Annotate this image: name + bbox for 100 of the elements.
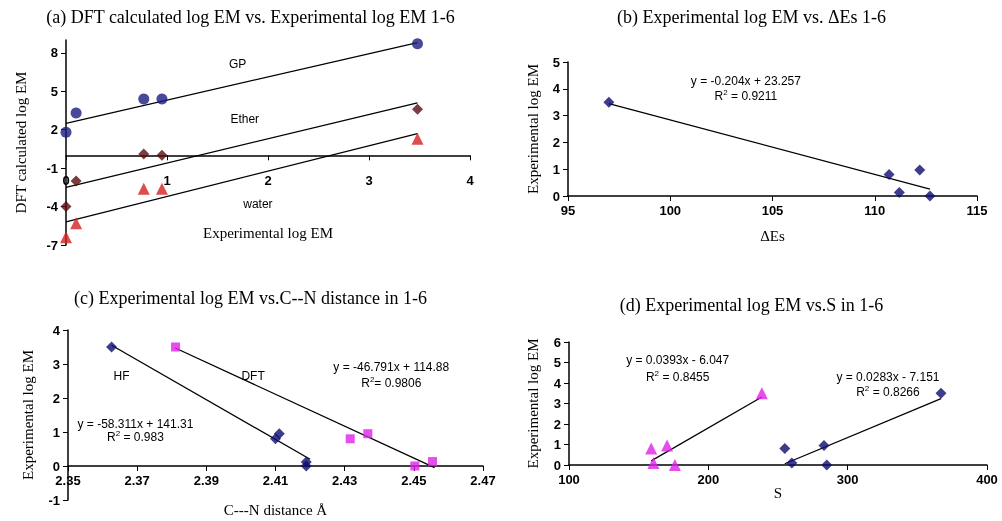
point — [70, 107, 82, 119]
point — [821, 459, 833, 471]
point — [779, 443, 791, 455]
annotation: y = -0.204x + 23.257 — [690, 73, 802, 88]
x-tick-label: 100 — [558, 472, 580, 487]
point — [60, 231, 72, 244]
point — [411, 38, 423, 50]
x-tick-label: 2.37 — [124, 473, 150, 488]
x-tick-label: 4 — [466, 173, 475, 189]
point — [345, 434, 355, 444]
point — [411, 132, 424, 145]
chart-title: (b) Experimental log EM vs. ΔEs 1-6 — [616, 7, 887, 28]
x-tick-label: 300 — [836, 472, 859, 487]
y-tick-label: 4 — [553, 375, 562, 391]
point — [647, 456, 660, 469]
y-tick-label: 2 — [553, 416, 561, 432]
x-tick-label: 105 — [761, 203, 784, 218]
x-tick-label: 2.41 — [262, 473, 289, 488]
y-tick-label: 3 — [52, 356, 60, 372]
x-axis-title: C---N distance Å — [223, 501, 328, 518]
point — [935, 387, 947, 399]
point — [893, 187, 905, 199]
point — [645, 442, 658, 455]
y-tick-label: 2 — [50, 122, 58, 138]
y-tick-label: 1 — [553, 437, 561, 452]
point — [363, 429, 373, 439]
chart-title: (d) Experimental log EM vs.S in 1-6 — [619, 295, 884, 316]
x-tick-label: 200 — [697, 472, 720, 487]
x-axis-title: Experimental log EM — [203, 224, 333, 241]
x-tick-label: 95 — [560, 203, 576, 218]
chart-title: (a) DFT calculated log EM vs. Experimental log EM 1-6 — [46, 7, 455, 28]
point — [156, 93, 168, 105]
y-tick-label: 2 — [52, 390, 60, 406]
annotation: y = -58.311x + 141.31 — [77, 416, 194, 431]
point — [668, 459, 681, 471]
x-tick-label: 110 — [864, 203, 886, 218]
y-tick-label: 5 — [50, 83, 58, 99]
point — [411, 103, 423, 115]
point — [428, 457, 438, 467]
point — [171, 342, 181, 352]
y-tick-label: 1 — [52, 424, 60, 440]
y-tick-label: 8 — [50, 45, 58, 61]
point — [106, 341, 118, 353]
point — [786, 457, 798, 469]
x-tick-label: 1 — [163, 173, 171, 189]
y-tick-label: 4 — [52, 322, 61, 338]
y-tick-label: 2 — [552, 134, 560, 150]
point — [138, 148, 150, 160]
point — [661, 439, 674, 452]
y-tick-label: 0 — [552, 188, 560, 204]
y-tick-label: 6 — [553, 334, 561, 350]
y-tick-label: 0 — [553, 457, 561, 473]
point — [60, 201, 72, 213]
y-tick-label: -7 — [46, 237, 58, 253]
point — [410, 461, 420, 471]
y-tick-label: 3 — [552, 108, 560, 124]
y-tick-label: 3 — [553, 396, 561, 411]
point — [914, 164, 926, 176]
annotation: y = 0.0283x - 7.151 — [836, 369, 940, 384]
point — [60, 126, 72, 138]
y-tick-label: 1 — [552, 161, 560, 177]
x-tick-label: 115 — [966, 203, 988, 218]
y-axis-title: DFT calculated log EM — [12, 71, 29, 214]
point — [70, 217, 83, 230]
x-tick-label: 2.39 — [193, 473, 219, 488]
point — [300, 460, 312, 472]
point — [156, 149, 168, 161]
y-tick-label: -1 — [46, 160, 58, 176]
y-tick-label: 5 — [553, 355, 561, 370]
x-tick-label: 2 — [264, 173, 272, 189]
x-tick-label: 2.45 — [401, 473, 427, 488]
point — [273, 428, 285, 440]
point — [818, 440, 830, 452]
x-tick-label: 100 — [659, 203, 682, 218]
annotation: water — [242, 197, 273, 211]
x-tick-label: 2.47 — [470, 473, 496, 488]
x-tick-label: 3 — [365, 173, 373, 189]
x-tick-label: 400 — [976, 472, 998, 487]
y-axis-title: Experimental log EM — [524, 64, 541, 194]
y-tick-label: 5 — [552, 54, 560, 70]
x-axis-title: S — [773, 484, 783, 501]
point — [755, 387, 768, 400]
y-axis-title: Experimental log EM — [19, 350, 36, 480]
y-tick-label: -4 — [46, 199, 59, 215]
point — [70, 175, 82, 187]
annotation: DFT — [241, 368, 266, 383]
x-axis-title: ΔEs — [760, 227, 785, 244]
annotation: HF — [113, 368, 130, 383]
annotation: y = -46.791x + 114.88 — [333, 360, 450, 375]
y-tick-label: 4 — [552, 81, 561, 97]
point — [924, 190, 936, 202]
y-axis-title: Experimental log EM — [524, 338, 541, 469]
point — [603, 96, 615, 108]
point — [137, 182, 150, 195]
point — [883, 169, 895, 181]
point — [138, 93, 150, 105]
annotation: y = 0.0393x - 6.047 — [626, 353, 730, 368]
y-tick-label: -1 — [48, 492, 60, 508]
y-tick-label: 0 — [52, 458, 60, 474]
annotation: GP — [229, 57, 247, 72]
